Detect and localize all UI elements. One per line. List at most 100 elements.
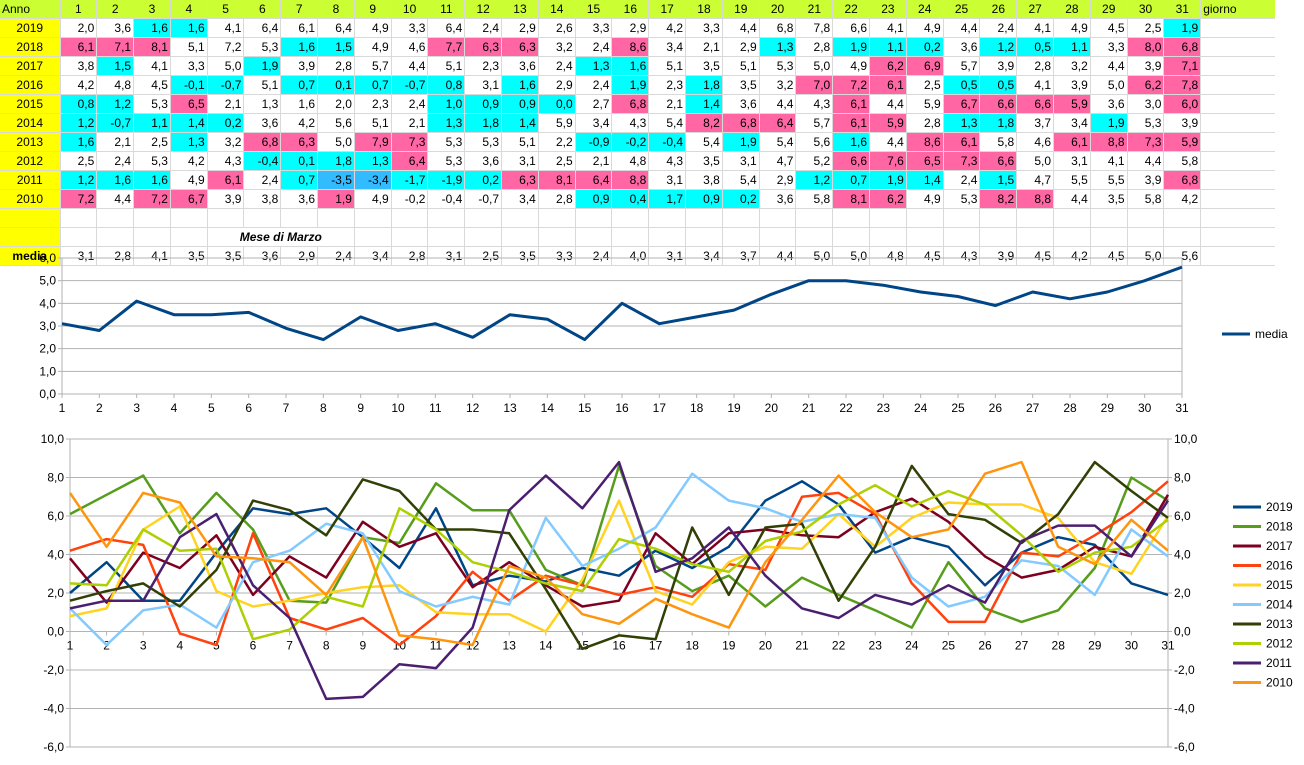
header-day-cell[interactable]: 10 [391, 0, 429, 19]
media-label-cell[interactable]: media [0, 246, 61, 266]
header-day-cell[interactable]: 30 [1127, 0, 1165, 19]
value-cell[interactable]: 0,5 [943, 75, 981, 95]
value-cell[interactable]: 3,9 [280, 56, 319, 76]
value-cell[interactable]: 0,9 [685, 189, 723, 209]
value-cell[interactable]: 7,7 [427, 37, 466, 57]
header-day-cell[interactable]: 17 [648, 0, 687, 19]
value-cell[interactable]: 4,1 [1090, 151, 1128, 171]
header-day-cell[interactable]: 23 [869, 0, 907, 19]
empty-cell[interactable] [1200, 189, 1275, 209]
value-cell[interactable]: 4,4 [1090, 56, 1128, 76]
value-cell[interactable]: 1,9 [1090, 113, 1128, 133]
empty-cell[interactable] [427, 208, 466, 228]
empty-cell[interactable] [207, 208, 245, 228]
value-cell[interactable]: 5,7 [354, 56, 392, 76]
empty-cell[interactable] [1200, 132, 1275, 152]
value-cell[interactable]: 3,6 [1090, 94, 1128, 114]
value-cell[interactable]: 5,8 [1163, 151, 1202, 171]
value-cell[interactable]: 6,1 [832, 94, 871, 114]
empty-cell[interactable] [685, 208, 723, 228]
value-cell[interactable]: 1,1 [1053, 37, 1091, 57]
value-cell[interactable]: 0,9 [501, 94, 539, 114]
value-cell[interactable]: 4,3 [648, 151, 687, 171]
empty-cell[interactable] [832, 227, 871, 247]
value-cell[interactable]: 5,0 [1016, 151, 1055, 171]
value-cell[interactable]: 0,8 [427, 75, 466, 95]
header-day-cell[interactable]: 26 [979, 0, 1018, 19]
value-cell[interactable]: 5,0 [317, 132, 355, 152]
value-cell[interactable]: 2,7 [575, 94, 613, 114]
empty-cell[interactable] [501, 208, 539, 228]
value-cell[interactable]: 5,4 [648, 113, 687, 133]
value-cell[interactable]: 0,1 [317, 75, 355, 95]
value-cell[interactable]: 5,3 [133, 151, 171, 171]
value-cell[interactable]: 3,4 [648, 37, 687, 57]
header-day-cell[interactable]: 25 [943, 0, 981, 19]
value-cell[interactable]: 1,9 [722, 132, 760, 152]
value-cell[interactable]: 5,3 [943, 189, 981, 209]
value-cell[interactable]: -0,1 [170, 75, 208, 95]
empty-cell[interactable] [722, 208, 760, 228]
media-value-cell[interactable]: 3,3 [538, 246, 576, 266]
value-cell[interactable]: 2,0 [60, 18, 98, 38]
value-cell[interactable]: 3,4 [575, 113, 613, 133]
value-cell[interactable]: 3,0 [1127, 94, 1165, 114]
value-cell[interactable]: 6,7 [943, 94, 981, 114]
value-cell[interactable]: 6,1 [869, 75, 907, 95]
value-cell[interactable]: 2,5 [538, 151, 576, 171]
empty-cell[interactable] [906, 227, 944, 247]
value-cell[interactable]: 1,8 [979, 113, 1018, 133]
value-cell[interactable]: 3,5 [685, 56, 723, 76]
value-cell[interactable]: 4,6 [1016, 132, 1055, 152]
empty-cell[interactable] [538, 208, 576, 228]
media-value-cell[interactable]: 2,4 [575, 246, 613, 266]
year-cell[interactable]: 2019 [0, 18, 61, 38]
year-cell[interactable]: 2013 [0, 132, 61, 152]
media-value-cell[interactable]: 3,4 [354, 246, 392, 266]
value-cell[interactable]: 1,9 [611, 75, 650, 95]
empty-cell[interactable] [1200, 208, 1275, 228]
value-cell[interactable]: 3,8 [685, 170, 723, 190]
media-value-cell[interactable]: 3,5 [207, 246, 245, 266]
empty-cell[interactable] [1163, 208, 1202, 228]
value-cell[interactable]: 5,7 [943, 56, 981, 76]
empty-cell[interactable] [832, 208, 871, 228]
value-cell[interactable]: 1,2 [795, 170, 834, 190]
empty-cell[interactable] [1016, 227, 1055, 247]
value-cell[interactable]: 5,2 [795, 151, 834, 171]
empty-cell[interactable] [979, 227, 1018, 247]
media-value-cell[interactable]: 3,1 [427, 246, 466, 266]
empty-cell[interactable] [575, 227, 613, 247]
header-day-cell[interactable]: 21 [795, 0, 834, 19]
value-cell[interactable]: 8,1 [538, 170, 576, 190]
media-value-cell[interactable]: 4,0 [611, 246, 650, 266]
value-cell[interactable]: 5,7 [795, 113, 834, 133]
value-cell[interactable]: 4,1 [133, 56, 171, 76]
value-cell[interactable]: 4,9 [1053, 18, 1091, 38]
empty-cell[interactable] [1200, 151, 1275, 171]
value-cell[interactable]: 1,8 [464, 113, 503, 133]
value-cell[interactable]: 1,6 [133, 18, 171, 38]
value-cell[interactable]: 4,4 [391, 56, 429, 76]
value-cell[interactable]: 1,6 [611, 56, 650, 76]
value-cell[interactable]: 3,3 [575, 18, 613, 38]
value-cell[interactable]: 3,9 [979, 56, 1018, 76]
value-cell[interactable]: 1,4 [501, 113, 539, 133]
empty-cell[interactable] [611, 208, 650, 228]
value-cell[interactable]: 6,7 [170, 189, 208, 209]
value-cell[interactable]: 7,1 [1163, 56, 1202, 76]
value-cell[interactable]: 2,4 [538, 56, 576, 76]
value-cell[interactable]: -0,7 [391, 75, 429, 95]
value-cell[interactable]: 8,1 [832, 189, 871, 209]
value-cell[interactable]: 1,6 [501, 75, 539, 95]
value-cell[interactable]: 6,4 [391, 151, 429, 171]
empty-cell[interactable] [317, 208, 355, 228]
value-cell[interactable]: 4,8 [611, 151, 650, 171]
value-cell[interactable]: 5,8 [795, 189, 834, 209]
header-day-cell[interactable]: 6 [243, 0, 282, 19]
value-cell[interactable]: 2,3 [354, 94, 392, 114]
value-cell[interactable]: 7,9 [354, 132, 392, 152]
empty-cell[interactable] [759, 208, 797, 228]
value-cell[interactable]: 5,0 [1090, 75, 1128, 95]
year-cell[interactable]: 2011 [0, 170, 61, 190]
